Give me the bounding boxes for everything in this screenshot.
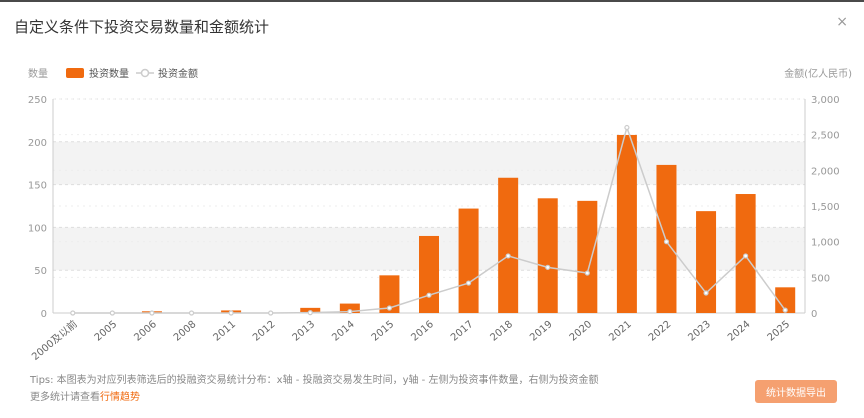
bar (498, 177, 519, 313)
x-tick-label: 2014 (330, 319, 357, 344)
line-point (228, 310, 234, 316)
line-point (465, 280, 472, 286)
line-point (70, 310, 76, 316)
line-point (426, 292, 432, 298)
right-tick-label: 2,000 (811, 166, 840, 177)
export-stats-button[interactable]: 统计数据导出 (755, 380, 837, 403)
right-axis-title: 金额(亿人民币) (784, 67, 852, 80)
x-tick-label: 2000及以前 (29, 317, 80, 363)
x-tick-label: 2013 (291, 319, 318, 344)
x-tick-label: 2017 (449, 319, 476, 344)
right-tick-label: 0 (811, 309, 817, 320)
left-axis-title: 数量 (28, 67, 48, 80)
line-point (624, 124, 630, 131)
right-tick-label: 1,000 (811, 238, 840, 249)
right-tick-label: 1,500 (811, 202, 840, 213)
bar (696, 211, 717, 313)
x-tick-label: 2008 (172, 319, 199, 344)
legend-line-marker (140, 68, 150, 78)
line-point (386, 305, 393, 311)
right-tick-label: 500 (811, 273, 830, 284)
left-tick-label: 50 (34, 266, 47, 277)
x-tick-label: 2016 (409, 319, 436, 344)
left-tick-label: 250 (28, 95, 47, 106)
line-point (188, 310, 195, 316)
close-icon[interactable]: × (836, 14, 848, 30)
x-tick-label: 2020 (568, 319, 595, 344)
line-point (584, 270, 590, 276)
bar (339, 303, 360, 313)
right-tick-label: 3,000 (811, 95, 840, 106)
bar (379, 275, 400, 313)
line-point (109, 310, 115, 316)
legend-bar-swatch (66, 68, 84, 78)
left-tick-label: 150 (28, 181, 47, 192)
line-point (703, 290, 709, 296)
more-stats-prefix: 更多统计请查看 (30, 392, 100, 403)
bar (577, 200, 598, 313)
x-tick-label: 2011 (211, 319, 238, 344)
x-tick-label: 2005 (93, 319, 120, 344)
x-tick-label: 2021 (607, 319, 634, 344)
line-point (268, 310, 274, 316)
line-point (782, 307, 788, 313)
trend-link[interactable]: 行情趋势 (100, 392, 140, 403)
x-tick-label: 2025 (766, 319, 793, 344)
line-point (505, 253, 511, 259)
left-tick-label: 200 (28, 138, 47, 149)
legend-bar-label: 投资数量 (89, 67, 129, 80)
x-tick-label: 2006 (132, 319, 159, 344)
line-point (663, 239, 670, 245)
x-tick-label: 2015 (370, 319, 397, 344)
dialog-top-border (0, 0, 864, 2)
line-point (149, 310, 155, 316)
x-tick-label: 2022 (647, 319, 674, 344)
line-point (307, 310, 313, 316)
line-point (545, 264, 551, 270)
left-tick-label: 0 (41, 309, 47, 320)
x-tick-label: 2023 (686, 319, 713, 344)
line-point (347, 308, 353, 315)
x-tick-label: 2012 (251, 319, 278, 344)
bar (458, 208, 479, 313)
more-stats-line: 更多统计请查看行情趋势 (30, 388, 140, 403)
dialog-title: 自定义条件下投资交易数量和金额统计 (14, 18, 270, 36)
investment-chart: 0 50 100 150 200 250 0 500 1,000 1,500 2,000 2,500 3… (28, 67, 852, 363)
bar (656, 164, 677, 313)
bar (775, 287, 796, 313)
left-tick-label: 100 (28, 223, 47, 234)
right-tick-label: 2,500 (811, 131, 840, 142)
tips-text: Tips: 本图表为对应列表筛选后的投融资交易统计分布：x轴 - 投融资交易发生… (30, 375, 599, 386)
x-tick-label: 2019 (528, 319, 555, 344)
bar (419, 235, 439, 313)
x-tick-label: 2018 (489, 319, 516, 344)
legend-line-label: 投资金额 (158, 67, 198, 80)
line-point (743, 253, 749, 259)
x-tick-label: 2024 (726, 319, 753, 344)
grid-band (53, 141, 805, 185)
bar (616, 134, 637, 313)
bar (537, 198, 558, 313)
